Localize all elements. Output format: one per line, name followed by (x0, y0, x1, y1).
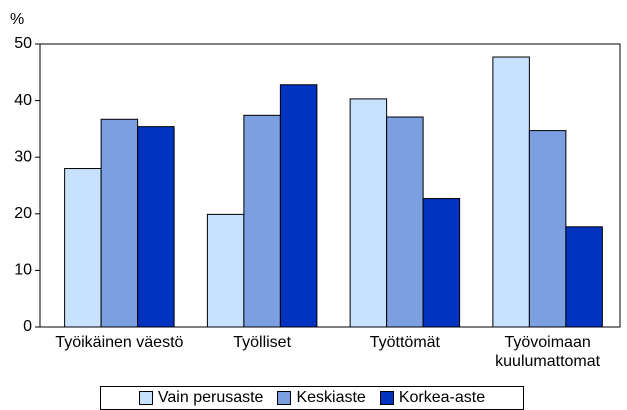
y-tick-label: 30 (14, 148, 32, 165)
x-tick-label: Työlliset (233, 334, 292, 351)
legend-label: Korkea-aste (398, 389, 486, 406)
x-tick-label: Työvoimaan kuulumattomat (495, 334, 601, 370)
legend-item: Keskiaste (277, 389, 366, 407)
y-axis-label: % (10, 11, 24, 28)
legend-swatch (277, 391, 292, 405)
legend-item: Vain perusaste (138, 389, 264, 407)
legend: Vain perusaste Keskiaste Korkea-aste (100, 386, 524, 410)
x-tick-label: Työttömät (369, 334, 440, 351)
y-tick-label: 50 (14, 35, 32, 52)
bar (64, 168, 102, 328)
legend-label: Keskiaste (296, 389, 366, 406)
plot-frame (39, 43, 621, 328)
bar (565, 226, 603, 328)
bar (349, 98, 388, 328)
y-tick-label: 20 (14, 205, 32, 222)
bar (243, 114, 281, 328)
bar (100, 118, 139, 328)
bar (422, 198, 461, 328)
bar (492, 56, 530, 328)
legend-label: Vain perusaste (157, 389, 264, 406)
legend-swatch (379, 391, 394, 405)
y-tick-label: 0 (23, 318, 32, 335)
y-tick-label: 40 (14, 92, 32, 109)
bar (279, 84, 318, 328)
y-tick-label: 10 (14, 262, 32, 279)
bar (528, 130, 567, 328)
legend-swatch (138, 391, 153, 405)
legend-item: Korkea-aste (379, 389, 486, 407)
x-tick-label: Työikäinen väestö (55, 334, 184, 351)
bar (137, 126, 175, 328)
bar (206, 213, 245, 328)
bar (386, 116, 424, 328)
